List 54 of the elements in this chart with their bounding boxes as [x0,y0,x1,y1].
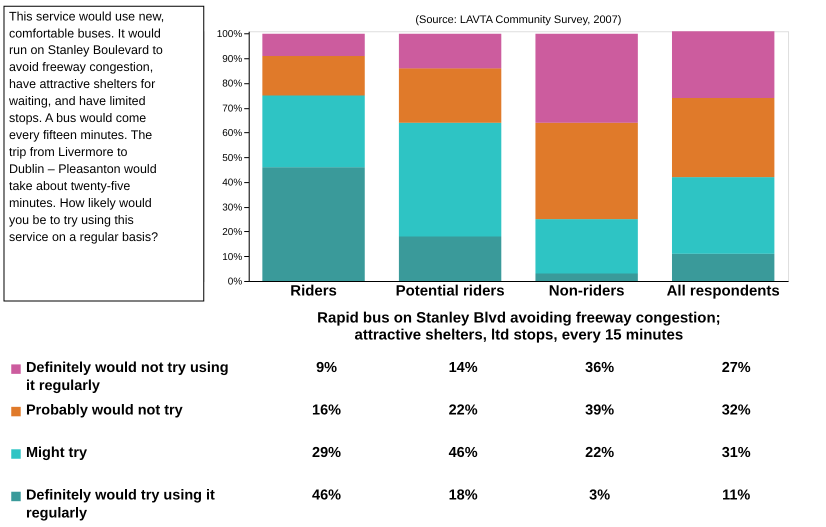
data-label: 29% [312,445,342,462]
data-label: 14% [448,360,478,376]
x-tick-label: Riders [290,282,337,300]
data-label: 11% [722,487,750,504]
bar [535,34,638,123]
bar [398,236,502,281]
data-label: 16% [312,402,342,419]
x-tick-label: All respondents [666,282,780,300]
bar [535,219,638,274]
data-label: 22% [448,402,478,419]
bar [672,31,774,98]
y-tick-label: 50% [222,152,242,164]
y-tick-label: 0% [228,276,242,288]
x-axis-title: Rapid bus on Stanley Blvd avoiding freeway congestion; attractive shelters, ltd stops, every 15 minutes [317,309,721,344]
bar [262,34,365,56]
data-label: 36% [585,360,614,376]
legend-label: Might try [26,445,88,462]
bar [262,167,365,281]
bar [398,68,502,123]
y-tick-label: 10% [222,252,242,263]
bar [672,98,774,178]
data-label: 46% [312,487,342,504]
legend-label: Definitely would try using it regularly [26,487,216,522]
legend-label: Definitely would not try using it regularly [26,360,229,394]
y-tick-label: 90% [222,54,242,65]
data-label: 27% [722,360,751,376]
text: (Source: LAVTA Community Survey, 2007) [415,14,622,26]
text: This service would use new, comfortable buses. It would run on Stanley Boulevard to avoid freeway congestion, have attractive shelters for waiting, and have limited stops. A bus would come every fifteen minutes. The trip from Livermore to Dublin – Pleasanton would take about twenty-five minutes. How likely would you be to try using this service on a regular basis? [8,9,164,244]
data-label: 18% [448,487,478,504]
bar [262,96,365,168]
y-tick-label: 100% [216,29,242,40]
data-label: 22% [585,445,614,462]
bar [535,122,638,220]
x-tick-label: Potential riders [396,282,505,300]
bar [672,254,774,281]
legend-label: Probably would not try [26,402,183,419]
x-tick-label: Non-riders [548,282,624,300]
bar [535,274,638,281]
data-label: 3% [589,487,610,504]
data-label: 31% [722,445,751,462]
bar [262,56,365,96]
data-label: 9% [316,360,338,376]
bar [398,34,502,68]
data-label: 46% [448,445,478,462]
bar [672,177,774,254]
y-tick-label: 70% [222,103,242,114]
y-tick-label: 20% [222,227,242,238]
y-tick-label: 60% [222,128,242,140]
data-label: 39% [585,402,614,419]
y-tick-label: 40% [222,178,242,189]
y-tick-label: 80% [222,78,242,90]
data-label: 32% [722,402,751,419]
bar [398,122,502,236]
y-tick-label: 30% [222,202,242,214]
